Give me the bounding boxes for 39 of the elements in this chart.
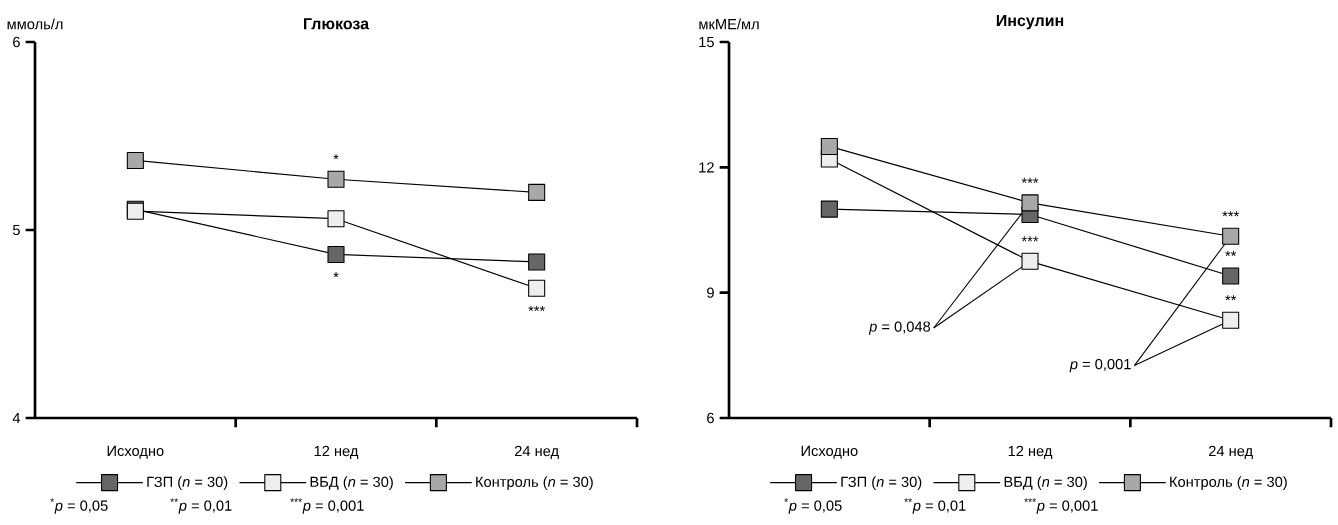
text: $^{***}$p = 0,001 — [1024, 498, 1098, 514]
x-tick-label: 24 нед — [1208, 445, 1253, 459]
annotation: p = 0,048 — [868, 321, 931, 335]
legend-label: Контроль (n = 30) — [476, 476, 593, 490]
y-axis-title: ммоль/л — [7, 18, 63, 30]
x-tick-label: Исходно — [801, 445, 858, 459]
text: $^{**}$p = 0,01 — [170, 498, 232, 514]
annotation: *** — [528, 305, 545, 312]
text: $^{*}$p = 0,05 — [50, 498, 108, 514]
legend-label: ГЗП (n = 30) — [841, 476, 922, 490]
chart-title: Инсулин — [996, 15, 1064, 30]
y-tick-label: 6 — [707, 412, 714, 424]
legend-label: ГЗП (n = 30) — [147, 476, 228, 490]
text: $^{*}$p = 0,05 — [784, 498, 842, 514]
x-tick-label: Исходно — [107, 445, 164, 459]
annotation: *** — [1021, 177, 1039, 183]
text: $^{**}$p = 0,01 — [904, 498, 966, 514]
y-tick-label: 5 — [12, 224, 20, 236]
x-tick-label: 12 нед — [1008, 445, 1053, 459]
x-tick-label: 24 нед — [514, 445, 559, 459]
y-axis-title: мкМЕ/мл — [699, 18, 759, 30]
annotation: *** — [1222, 211, 1240, 217]
y-tick-label: 6 — [13, 36, 20, 48]
x-tick-label: 12 нед — [314, 445, 359, 459]
annotation: * — [333, 272, 339, 278]
legend-label: ВБД (n = 30) — [310, 476, 393, 490]
annotation: ** — [1225, 250, 1237, 257]
legend-label: Контроль (n = 30) — [1170, 476, 1287, 490]
y-tick-label: 4 — [12, 412, 21, 424]
annotation: *** — [1021, 236, 1039, 242]
legend-label: ВБД (n = 30) — [1004, 476, 1087, 490]
text: $^{***}$p = 0,001 — [290, 498, 364, 514]
annotation: * — [333, 154, 339, 160]
annotation: ** — [1225, 295, 1237, 301]
chart-title: Глюкоза — [304, 18, 370, 30]
y-tick-label: 9 — [707, 287, 714, 298]
y-tick-label: 15 — [699, 36, 714, 48]
annotation: p = 0,001 — [1069, 358, 1131, 373]
y-tick-label: 12 — [699, 162, 714, 173]
